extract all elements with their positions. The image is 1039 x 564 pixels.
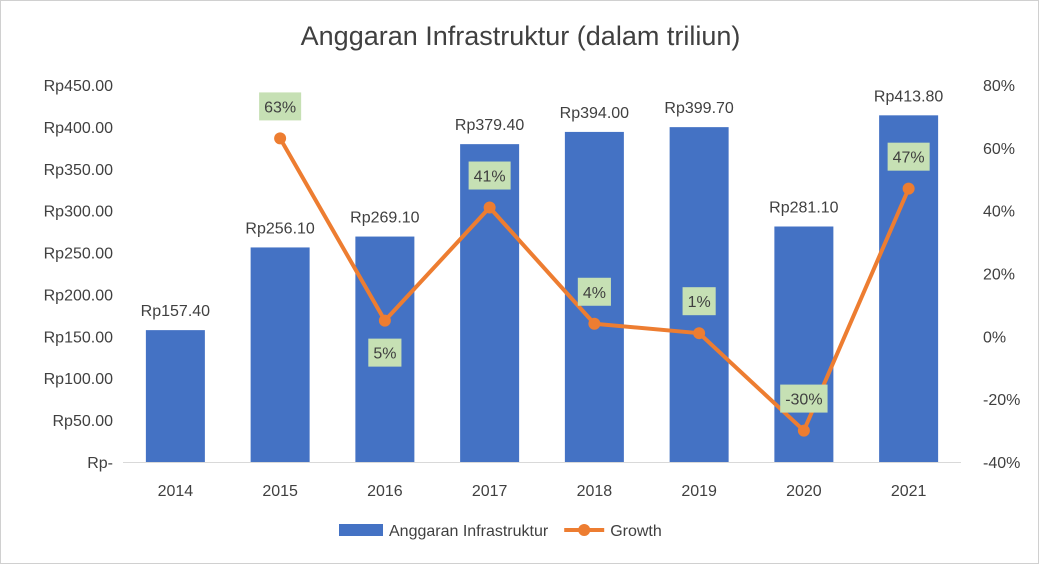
y-left-tick-label: Rp50.00	[53, 413, 114, 430]
bar-data-label: Rp413.80	[874, 88, 943, 105]
bar-2020	[774, 226, 834, 462]
y-left-tick-label: Rp250.00	[44, 246, 113, 263]
growth-data-label: -30%	[785, 392, 822, 409]
bar-2017	[460, 144, 520, 463]
bar-data-label: Rp379.40	[455, 117, 524, 134]
bar-2015	[250, 247, 310, 462]
bar-data-label: Rp399.70	[664, 100, 733, 117]
y-right-tick-label: 20%	[983, 267, 1015, 284]
x-tick-label: 2015	[262, 483, 298, 500]
x-tick-label: 2018	[577, 483, 613, 500]
x-tick-label: 2021	[891, 483, 927, 500]
legend-label-growth: Growth	[610, 523, 662, 540]
y-left-tick-label: Rp350.00	[44, 162, 113, 179]
y-left-tick-label: Rp150.00	[44, 329, 113, 346]
x-tick-label: 2016	[367, 483, 403, 500]
x-tick-label: 2020	[786, 483, 822, 500]
growth-label-box	[682, 287, 716, 316]
growth-label-box	[468, 161, 511, 190]
bar-2021	[879, 115, 939, 463]
y-left-tick-label: Rp450.00	[44, 78, 113, 95]
growth-data-label: 5%	[373, 346, 396, 363]
growth-point-2016	[378, 314, 391, 327]
y-left-tick-label: Rp200.00	[44, 287, 113, 304]
y-left-tick-label: Rp300.00	[44, 204, 113, 221]
y-right-tick-label: -40%	[983, 455, 1020, 472]
x-tick-label: 2014	[158, 483, 194, 500]
bar-data-label: Rp157.40	[141, 303, 210, 320]
growth-point-2019	[693, 327, 706, 340]
chart-title: Anggaran Infrastruktur (dalam triliun)	[300, 21, 741, 51]
y-left-tick-label: Rp100.00	[44, 371, 113, 388]
y-right-tick-label: 0%	[983, 329, 1006, 346]
growth-point-2021	[902, 182, 915, 195]
bar-2014	[145, 330, 205, 462]
growth-data-label: 1%	[688, 294, 711, 311]
x-tick-label: 2017	[472, 483, 508, 500]
x-tick-label: 2019	[681, 483, 717, 500]
bar-data-label: Rp394.00	[560, 105, 629, 122]
growth-point-2015	[274, 132, 287, 145]
y-right-tick-label: 40%	[983, 204, 1015, 221]
y-right-tick-label: 60%	[983, 141, 1015, 158]
growth-label-box	[577, 277, 611, 306]
growth-label-box	[780, 384, 828, 413]
growth-point-2018	[588, 317, 601, 330]
legend-swatch-marker	[578, 524, 591, 536]
growth-label-box	[259, 92, 302, 121]
growth-data-label: 63%	[264, 99, 296, 116]
growth-point-2017	[483, 201, 496, 214]
growth-data-label: 4%	[583, 285, 606, 302]
y-right-tick-label: 80%	[983, 78, 1015, 95]
legend-swatch-bars	[339, 524, 383, 536]
growth-label-box	[368, 338, 402, 367]
bar-data-label: Rp269.10	[350, 210, 419, 227]
bar-data-label: Rp281.10	[769, 200, 838, 217]
y-left-tick-label: Rp400.00	[44, 120, 113, 137]
y-right-tick-label: -20%	[983, 392, 1020, 409]
legend-label-bars: Anggaran Infrastruktur	[389, 523, 549, 540]
y-left-tick-label: Rp-	[87, 455, 113, 472]
growth-label-box	[887, 142, 930, 171]
growth-data-label: 47%	[893, 150, 925, 167]
growth-point-2020	[797, 424, 810, 437]
growth-data-label: 41%	[474, 169, 506, 186]
bar-data-label: Rp256.10	[245, 220, 314, 237]
